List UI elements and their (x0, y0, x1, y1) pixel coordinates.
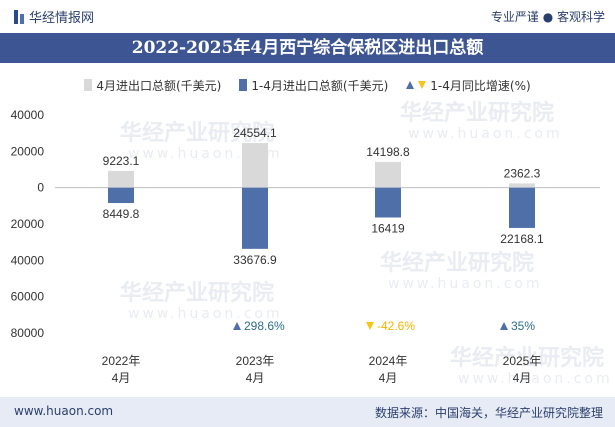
y-tick-label: 80000 (11, 326, 45, 340)
chart-title: 2022-2025年4月西宁综合保税区进出口总额 (131, 38, 484, 58)
x-tick-label-year: 2024年 (369, 354, 408, 368)
legend-swatch-cumulative (239, 79, 248, 91)
legend-label-cumulative: 1-4月进出口总额(千美元) (251, 78, 389, 93)
brand-name: 华经情报网 (29, 11, 95, 26)
bar-cumulative[interactable] (242, 187, 268, 249)
watermark-text: 华经产业研究院 (400, 100, 554, 126)
data-label-monthly: 9223.1 (103, 154, 140, 168)
y-tick-label: 0 (37, 181, 44, 195)
top-bar: 华经情报网 专业严谨 ● 客观科学 (0, 0, 615, 32)
growth-down-icon (366, 322, 374, 330)
bar-cumulative[interactable] (375, 187, 401, 218)
x-tick-label-month: 4月 (379, 371, 398, 385)
watermark-url: www.huaon.com (388, 276, 543, 292)
data-label-growth: 298.6% (244, 319, 285, 333)
growth-up-icon (500, 322, 508, 330)
footer: www.huaon.com 数据来源：中国海关，华经产业研究院整理 (0, 397, 615, 427)
y-tick-label: 20000 (11, 217, 45, 231)
y-tick-label: 20000 (11, 144, 45, 158)
legend-item-cumulative[interactable]: 1-4月进出口总额(千美元) (239, 77, 388, 94)
data-label-cumulative: 22168.1 (500, 232, 544, 246)
x-tick-label-month: 4月 (112, 371, 131, 385)
x-tick-label-year: 2023年 (236, 354, 275, 368)
watermark-text: 华经产业研究院 (120, 280, 274, 306)
x-axis: 2022年 4月 2023年 4月 2024年 4月 2025年 4月 (102, 354, 542, 385)
y-tick-label: 60000 (11, 290, 45, 304)
data-label-cumulative: 33676.9 (233, 253, 277, 267)
bar-monthly[interactable] (108, 170, 134, 188)
growth-up-icon (233, 322, 241, 330)
data-label-growth: -42.6% (377, 319, 415, 333)
bar-monthly[interactable] (242, 143, 268, 188)
watermark-text: 华经产业研究院 (450, 345, 604, 371)
data-label-monthly: 2362.3 (504, 166, 541, 180)
watermark-text: 华经产业研究院 (380, 250, 534, 276)
data-labels-group: 9223.1 24554.1 14198.8 2362.3 8449.8 33676.9 1… (103, 126, 544, 333)
legend-item-monthly[interactable]: 4月进出口总额(千美元) (84, 77, 221, 94)
y-tick-label: 40000 (11, 253, 45, 267)
watermark-url: www.huaon.com (128, 306, 283, 322)
watermark-url: www.huaon.com (128, 146, 283, 162)
watermark-url: www.huaon.com (458, 371, 613, 387)
watermark-url: www.huaon.com (408, 126, 563, 142)
data-label-cumulative: 8449.8 (103, 207, 140, 221)
legend-label-growth: 1-4月同比增速(%) (430, 78, 531, 93)
title-bar: 2022-2025年4月西宁综合保税区进出口总额 (0, 33, 615, 63)
x-tick-label-year: 2025年 (503, 354, 542, 368)
data-label-monthly: 24554.1 (233, 126, 277, 140)
triangle-up-icon (406, 81, 415, 89)
y-tick-label: 40000 (11, 108, 45, 122)
legend-swatch-monthly (84, 79, 93, 91)
bar-cumulative[interactable] (108, 187, 134, 204)
bar-cumulative[interactable] (509, 187, 535, 228)
x-tick-label-year: 2022年 (102, 354, 141, 368)
bar-monthly[interactable] (375, 161, 401, 188)
data-label-monthly: 14198.8 (366, 145, 410, 159)
brand-logo-icon (14, 9, 24, 24)
watermark-text: 华经产业研究院 (120, 120, 274, 146)
triangle-down-icon (418, 81, 427, 89)
y-axis: 40000 20000 0 20000 40000 60000 80000 (11, 108, 600, 340)
bar-monthly[interactable] (509, 183, 535, 188)
bars-group (108, 143, 535, 249)
footer-source: 数据来源：中国海关，华经产业研究院整理 (374, 406, 603, 420)
data-label-growth: 35% (511, 319, 535, 333)
bar-chart: 华经产业研究院www.huaon.com华经产业研究院www.huaon.com… (11, 100, 613, 387)
chart-legend: 4月进出口总额(千美元) 1-4月进出口总额(千美元) 1-4月同比增速(%) (0, 75, 615, 95)
legend-label-monthly: 4月进出口总额(千美元) (96, 78, 222, 93)
data-label-cumulative: 16419 (371, 221, 405, 235)
x-tick-label-month: 4月 (246, 371, 265, 385)
watermark-group: 华经产业研究院www.huaon.com华经产业研究院www.huaon.com… (120, 100, 613, 387)
footer-url[interactable]: www.huaon.com (14, 404, 114, 418)
legend-item-growth[interactable]: 1-4月同比增速(%) (406, 77, 531, 94)
brand[interactable]: 华经情报网 (14, 7, 94, 26)
x-tick-label-month: 4月 (513, 371, 532, 385)
slogan: 专业严谨 ● 客观科学 (490, 10, 605, 24)
